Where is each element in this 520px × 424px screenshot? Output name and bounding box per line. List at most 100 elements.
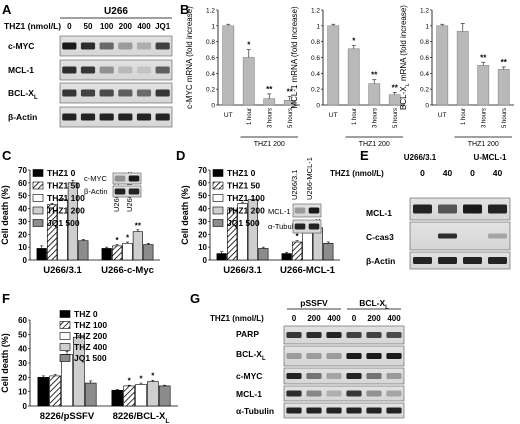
blot-strip-bg — [283, 325, 405, 345]
y-tick-label: 40 — [18, 345, 27, 354]
blot-band — [386, 332, 402, 338]
bar — [216, 253, 227, 261]
blot-band — [294, 223, 306, 230]
panel-letter: F — [2, 291, 10, 306]
legend-label: THZ1 50 — [47, 181, 80, 191]
y-tick-label: 0.4 — [420, 71, 429, 78]
blot-band — [366, 353, 382, 359]
blot-strip-bg — [283, 345, 405, 367]
category-label: U266-MCL-1 — [280, 265, 336, 276]
treatment-label: THZ1 (nmol/L) — [210, 314, 264, 323]
treatment-label: THZ1 (nmol/L) — [4, 21, 61, 31]
blot-label: BCL-XL — [236, 349, 266, 362]
category-label: 1 hour — [352, 108, 358, 125]
blot-band — [128, 188, 140, 195]
y-tick-label: 20 — [198, 230, 207, 239]
y-tick-label: 10 — [18, 388, 27, 397]
y-tick-label: 30 — [198, 217, 207, 226]
y-tick-label: 0 — [23, 256, 28, 265]
blot-band — [155, 113, 170, 121]
blot-band — [326, 373, 342, 379]
category-label: UT — [329, 112, 338, 119]
blot-band — [346, 332, 362, 338]
panel-letter: B — [180, 2, 189, 17]
y-tick-label: 1.2 — [311, 8, 320, 15]
chart-D: 010203040506070U266/3.1****U266-MCL-1Cel… — [180, 166, 340, 276]
lane-label: 0 — [352, 314, 357, 323]
y-tick-label: 1.2 — [206, 8, 215, 15]
blot-band — [413, 257, 432, 264]
significance-mark: * — [126, 234, 130, 243]
bar — [347, 48, 360, 106]
blot-band — [62, 42, 77, 50]
bar — [281, 253, 292, 261]
blot-1 — [283, 325, 405, 345]
bar — [263, 98, 276, 106]
legend-swatch — [32, 219, 44, 227]
blot-band — [366, 407, 382, 414]
y-tick-label: 0.8 — [206, 39, 215, 46]
y-axis-label: Cell death (%) — [180, 185, 190, 245]
bar — [327, 25, 340, 106]
bar — [302, 232, 313, 261]
significance-mark: ** — [501, 58, 508, 67]
blot-label: PARP — [236, 329, 259, 339]
legend-swatch — [212, 194, 224, 202]
bar — [84, 382, 97, 407]
blot-band — [155, 89, 170, 97]
blot-band — [488, 257, 507, 264]
legend-swatch — [32, 181, 44, 190]
blot-2 — [283, 345, 405, 367]
y-tick-label: 10 — [18, 243, 27, 252]
blot-strip-bg — [59, 82, 173, 104]
inset-blot — [112, 172, 142, 185]
inset-lane-label: U266-MCL-1 — [305, 157, 314, 200]
blot-band — [386, 390, 402, 397]
blot-band — [136, 42, 152, 50]
y-axis-label: BCL-XL mRNA (fold increase) — [399, 5, 411, 110]
cell-line-label: U266 — [104, 6, 128, 17]
y-tick-label: 0.2 — [420, 87, 429, 94]
lane-label: 40 — [493, 168, 503, 178]
blot-2 — [59, 59, 173, 81]
group-label: U-MCL-1 — [474, 153, 507, 162]
significance-mark: ** — [287, 87, 294, 96]
inset-blot — [292, 203, 322, 218]
legend-label: THZ 100 — [74, 320, 107, 330]
group-label: THZ1 200 — [359, 141, 390, 148]
blot-band — [306, 332, 322, 338]
lane-label: 100 — [100, 22, 114, 31]
y-tick-label: 40 — [198, 205, 207, 214]
blot-band — [136, 113, 152, 121]
legend-label: JQ1 500 — [47, 218, 80, 228]
bar — [49, 375, 61, 407]
legend-label: THZ1 100 — [227, 193, 265, 203]
blot-band — [326, 390, 342, 397]
blot-band — [306, 407, 322, 414]
bar — [123, 385, 135, 407]
significance-mark: * — [116, 236, 120, 245]
y-tick-label: 0.6 — [420, 55, 429, 62]
bar — [111, 389, 124, 407]
treatment-label: THZ1 (nmol/L) — [330, 169, 384, 178]
y-tick-label: 60 — [18, 179, 27, 188]
lane-label: 200 — [307, 314, 321, 323]
blot-band — [118, 66, 133, 74]
category-label: 3 hours — [267, 108, 273, 128]
y-axis-label: c-MYC mRNA (fold increase) — [185, 6, 194, 109]
y-tick-label: 0.6 — [311, 55, 320, 62]
blot-band — [286, 373, 302, 379]
blot-label: BCL-XL — [8, 88, 38, 101]
category-label: 1 hour — [247, 108, 253, 125]
inset-blot-label: α-Tubulin — [268, 222, 299, 231]
bar — [436, 25, 449, 106]
legend-swatch — [32, 206, 44, 215]
blot-band — [114, 188, 126, 195]
blot-band — [306, 390, 322, 397]
y-tick-label: 0.4 — [206, 71, 215, 78]
chart-B3: 0 0.2 0.4 0.6 0.8 1 1.2 UT 1 hour ** 3 hours ** 5 ho… — [399, 5, 514, 148]
blot-band — [346, 353, 362, 359]
legend-swatch — [59, 332, 71, 340]
y-tick-label: 1.2 — [420, 8, 429, 15]
